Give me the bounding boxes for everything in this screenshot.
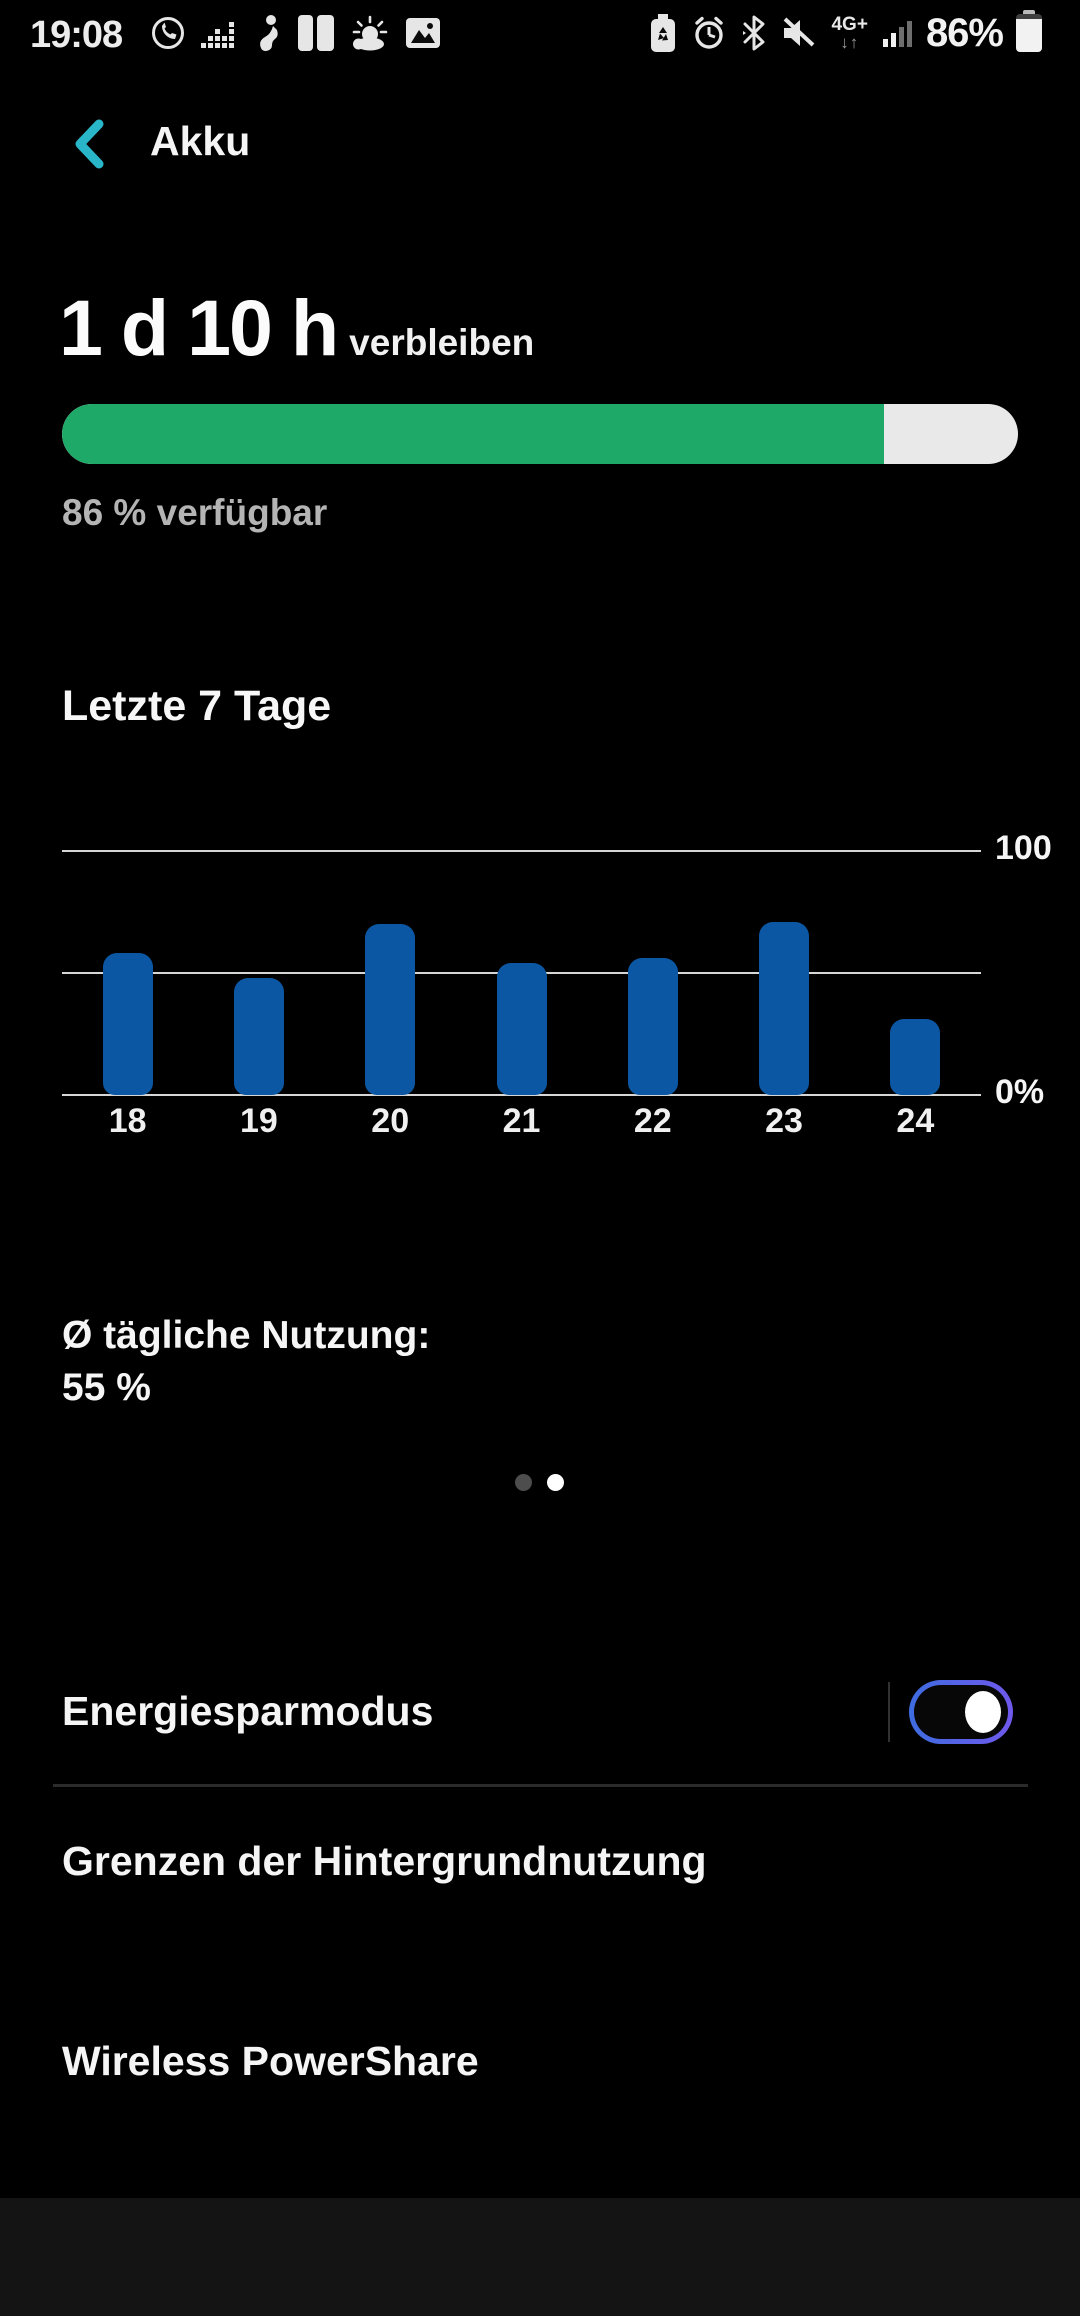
avg-usage-label: Ø tägliche Nutzung:: [62, 1314, 431, 1357]
toggle-track: [914, 1685, 1008, 1739]
row-divider: [53, 1784, 1028, 1787]
whatsapp-icon: [150, 15, 186, 51]
equalizer-icon: [201, 16, 237, 50]
time-remaining-value: 1 d 10 h: [59, 283, 339, 372]
battery-progress-fill: [62, 404, 885, 464]
battery-progress-bar: [62, 404, 1018, 464]
setting-background-limits-label[interactable]: Grenzen der Hintergrundnutzung: [62, 1838, 707, 1884]
back-button[interactable]: [58, 112, 120, 176]
bluetooth-icon: [741, 14, 767, 52]
page-dot-active[interactable]: [547, 1474, 564, 1491]
row-vertical-divider: [888, 1682, 890, 1742]
time-remaining-line: 1 d 10 h verbleiben: [59, 282, 534, 374]
navigation-bar: [0, 2198, 1080, 2316]
status-system-icons: 4G+ ↓↑ 86%: [649, 0, 1042, 66]
chart-x-label: 22: [633, 1102, 672, 1140]
page-dot-inactive[interactable]: [515, 1474, 532, 1491]
chart-x-label: 24: [896, 1102, 935, 1140]
toggle-knob: [965, 1691, 1001, 1733]
chart-x-label: 19: [240, 1102, 278, 1140]
multi-window-icon: [297, 14, 335, 52]
signal-icon: [881, 17, 913, 49]
ytick-100: 100: [995, 829, 1052, 867]
chart-bar: [102, 953, 153, 1095]
time-remaining-suffix: verbleiben: [349, 322, 535, 363]
status-bar[interactable]: 19:08: [0, 0, 1080, 66]
battery-icon: [1016, 10, 1042, 52]
alarm-icon: [690, 14, 728, 52]
usage-chart-plot[interactable]: [62, 850, 981, 1096]
page-indicator[interactable]: [515, 1474, 564, 1491]
chart-gridline: [62, 1094, 981, 1096]
person-icon: [252, 14, 282, 52]
avg-usage-value: 55 %: [62, 1366, 151, 1409]
chevron-left-icon: [75, 119, 104, 169]
chart-bar: [365, 924, 416, 1095]
status-notification-icons: [150, 0, 441, 66]
mobile-data-icon: 4G+ ↓↑: [831, 14, 868, 52]
status-battery-percent: 86%: [925, 10, 1004, 55]
chart-bar: [233, 977, 284, 1095]
ytick-0: 0%: [995, 1073, 1045, 1111]
page-title: Akku: [150, 118, 251, 164]
gallery-icon: [405, 17, 441, 49]
mute-icon: [780, 16, 818, 50]
status-time: 19:08: [30, 14, 123, 56]
weather-icon: [350, 15, 390, 51]
chart-x-label: 21: [502, 1102, 541, 1140]
chart-section-title: Letzte 7 Tage: [62, 682, 332, 730]
battery-available-text: 86 % verfügbar: [62, 492, 328, 533]
chart-x-label: 23: [765, 1102, 803, 1140]
usage-chart-xlabels: 18 19 20 21 22 23 24: [62, 1102, 981, 1146]
chart-bar: [759, 921, 810, 1095]
battery-saver-icon: [649, 13, 677, 53]
setting-wireless-powershare-label[interactable]: Wireless PowerShare: [62, 2038, 479, 2084]
chart-gridline: [62, 850, 981, 852]
power-saving-toggle[interactable]: [909, 1680, 1013, 1744]
setting-power-saving-label[interactable]: Energiesparmodus: [62, 1688, 434, 1734]
chart-bar: [496, 963, 547, 1095]
chart-x-label: 18: [108, 1102, 147, 1140]
chart-bar: [627, 958, 678, 1095]
chart-x-label: 20: [371, 1102, 410, 1140]
chart-bar: [890, 1019, 941, 1095]
